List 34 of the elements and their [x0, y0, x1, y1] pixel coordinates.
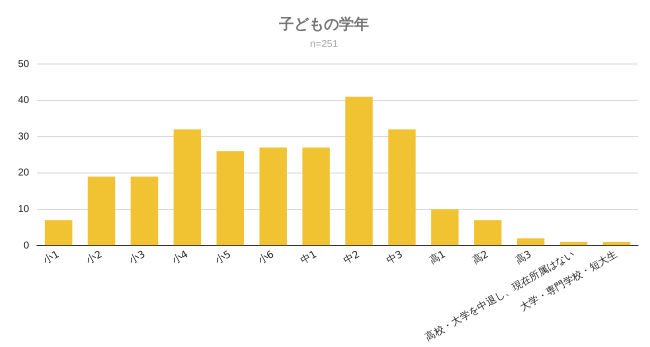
- y-tick-label: 30: [18, 131, 30, 142]
- x-tick-label: 高3: [513, 248, 534, 267]
- x-tick-label: 小1: [41, 248, 62, 267]
- chart-title: 子どもの学年: [278, 14, 369, 33]
- x-tick-label: 小5: [212, 248, 234, 267]
- x-tick-label: 小4: [170, 248, 190, 267]
- x-tick-label: 中2: [342, 248, 362, 267]
- bar: [516, 238, 544, 246]
- bar: [431, 209, 459, 246]
- bar: [174, 129, 202, 246]
- x-tick-label: 中3: [384, 248, 405, 267]
- x-tick-label: 高2: [470, 248, 491, 267]
- x-tick-label: 小6: [256, 248, 276, 267]
- bar: [88, 176, 116, 246]
- bar: [216, 151, 244, 246]
- y-tick-label: 50: [18, 58, 30, 70]
- x-tick-label: 小2: [84, 248, 104, 267]
- y-tick-label: 20: [18, 168, 30, 179]
- x-tick-label: 小3: [127, 248, 148, 267]
- bar: [474, 220, 502, 246]
- y-tick-label: 10: [18, 204, 30, 216]
- bar: [130, 176, 158, 246]
- bar: [345, 96, 373, 246]
- bar: [602, 242, 630, 246]
- y-tick-label: 40: [18, 95, 30, 106]
- bar: [560, 242, 588, 246]
- chart-subtitle: n=251: [310, 38, 338, 50]
- bar: [302, 148, 330, 246]
- bar: [388, 129, 416, 246]
- x-tick-label: 高1: [427, 248, 448, 267]
- bar: [259, 148, 287, 246]
- bar: [44, 220, 72, 246]
- y-tick-label: 0: [24, 240, 30, 252]
- x-tick-label: 中1: [298, 248, 319, 267]
